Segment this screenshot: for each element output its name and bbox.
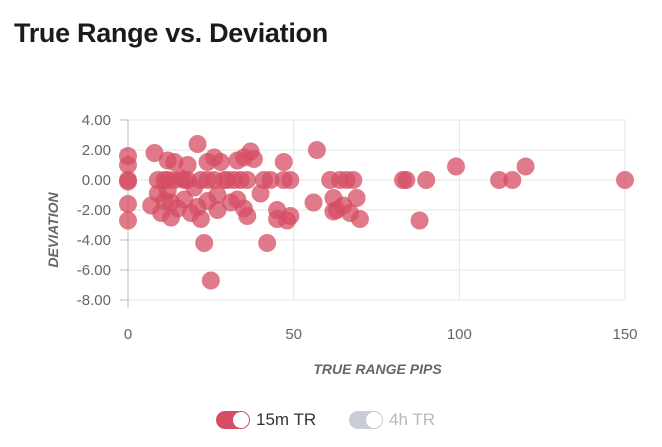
data-point[interactable] [261, 171, 280, 189]
data-point[interactable] [304, 193, 323, 212]
data-point[interactable] [145, 144, 164, 162]
legend-label: 15m TR [256, 410, 317, 429]
data-point[interactable] [347, 189, 366, 207]
tick-labels: 4.00 2.00 0.00 -2.00 -4.00 -6.00 -8.00 0 50 100 15… [77, 112, 638, 343]
data-point[interactable] [503, 171, 522, 189]
data-point[interactable] [119, 211, 137, 230]
scatter-plot: 4.00 2.00 0.00 -2.00 -4.00 -6.00 -8.00 0 50 100 15… [45, 112, 638, 377]
data-point[interactable] [344, 171, 363, 189]
data-point[interactable] [208, 201, 227, 219]
data-point[interactable] [307, 141, 326, 159]
chart-title: True Range vs. Deviation [14, 18, 328, 48]
data-point[interactable] [208, 186, 227, 204]
data-point[interactable] [244, 150, 263, 168]
y-tick-label: 2.00 [82, 142, 111, 159]
y-tick-label: 4.00 [82, 112, 111, 129]
data-point[interactable] [188, 135, 207, 153]
y-tick-label: -2.00 [77, 202, 111, 219]
x-tick-label: 150 [612, 326, 637, 343]
data-point[interactable] [281, 207, 300, 225]
y-tick-label: -8.00 [77, 292, 111, 309]
y-tick-label: -6.00 [77, 262, 111, 279]
data-point[interactable] [178, 156, 197, 174]
data-point[interactable] [490, 171, 509, 189]
legend-label: 4h TR [389, 410, 435, 429]
x-tick-label: 100 [447, 326, 472, 343]
y-tick-label: 0.00 [82, 172, 111, 189]
legend-item-4h-tr[interactable]: 4h TR [349, 410, 435, 430]
data-point[interactable] [251, 184, 270, 203]
data-point[interactable] [191, 210, 210, 228]
data-point[interactable] [410, 211, 429, 230]
toggle-switch-icon[interactable] [216, 411, 250, 429]
data-point[interactable] [417, 171, 436, 189]
data-points [119, 135, 634, 290]
data-point[interactable] [616, 171, 634, 189]
data-point[interactable] [397, 171, 416, 189]
toggle-switch-icon[interactable] [349, 411, 383, 429]
data-point[interactable] [238, 207, 257, 225]
data-point[interactable] [516, 157, 535, 176]
data-point[interactable] [281, 171, 300, 189]
y-axis-title: DEVIATION [45, 192, 61, 268]
data-point[interactable] [119, 172, 137, 191]
x-tick-label: 0 [124, 326, 132, 343]
data-point[interactable] [211, 153, 230, 171]
data-point[interactable] [447, 157, 466, 176]
data-point[interactable] [195, 234, 214, 252]
data-point[interactable] [175, 190, 194, 209]
data-point[interactable] [119, 195, 137, 213]
data-point[interactable] [258, 234, 277, 252]
legend-item-15m-tr[interactable]: 15m TR [216, 410, 316, 430]
x-tick-label: 50 [285, 326, 302, 343]
data-point[interactable] [119, 156, 137, 174]
legend: 15m TR 4h TR [0, 410, 662, 434]
y-tick-label: -4.00 [77, 232, 111, 249]
data-point[interactable] [350, 210, 369, 228]
data-point[interactable] [274, 153, 293, 171]
data-point[interactable] [238, 171, 257, 189]
data-point[interactable] [201, 271, 220, 290]
x-axis-title: TRUE RANGE PIPS [313, 361, 442, 377]
